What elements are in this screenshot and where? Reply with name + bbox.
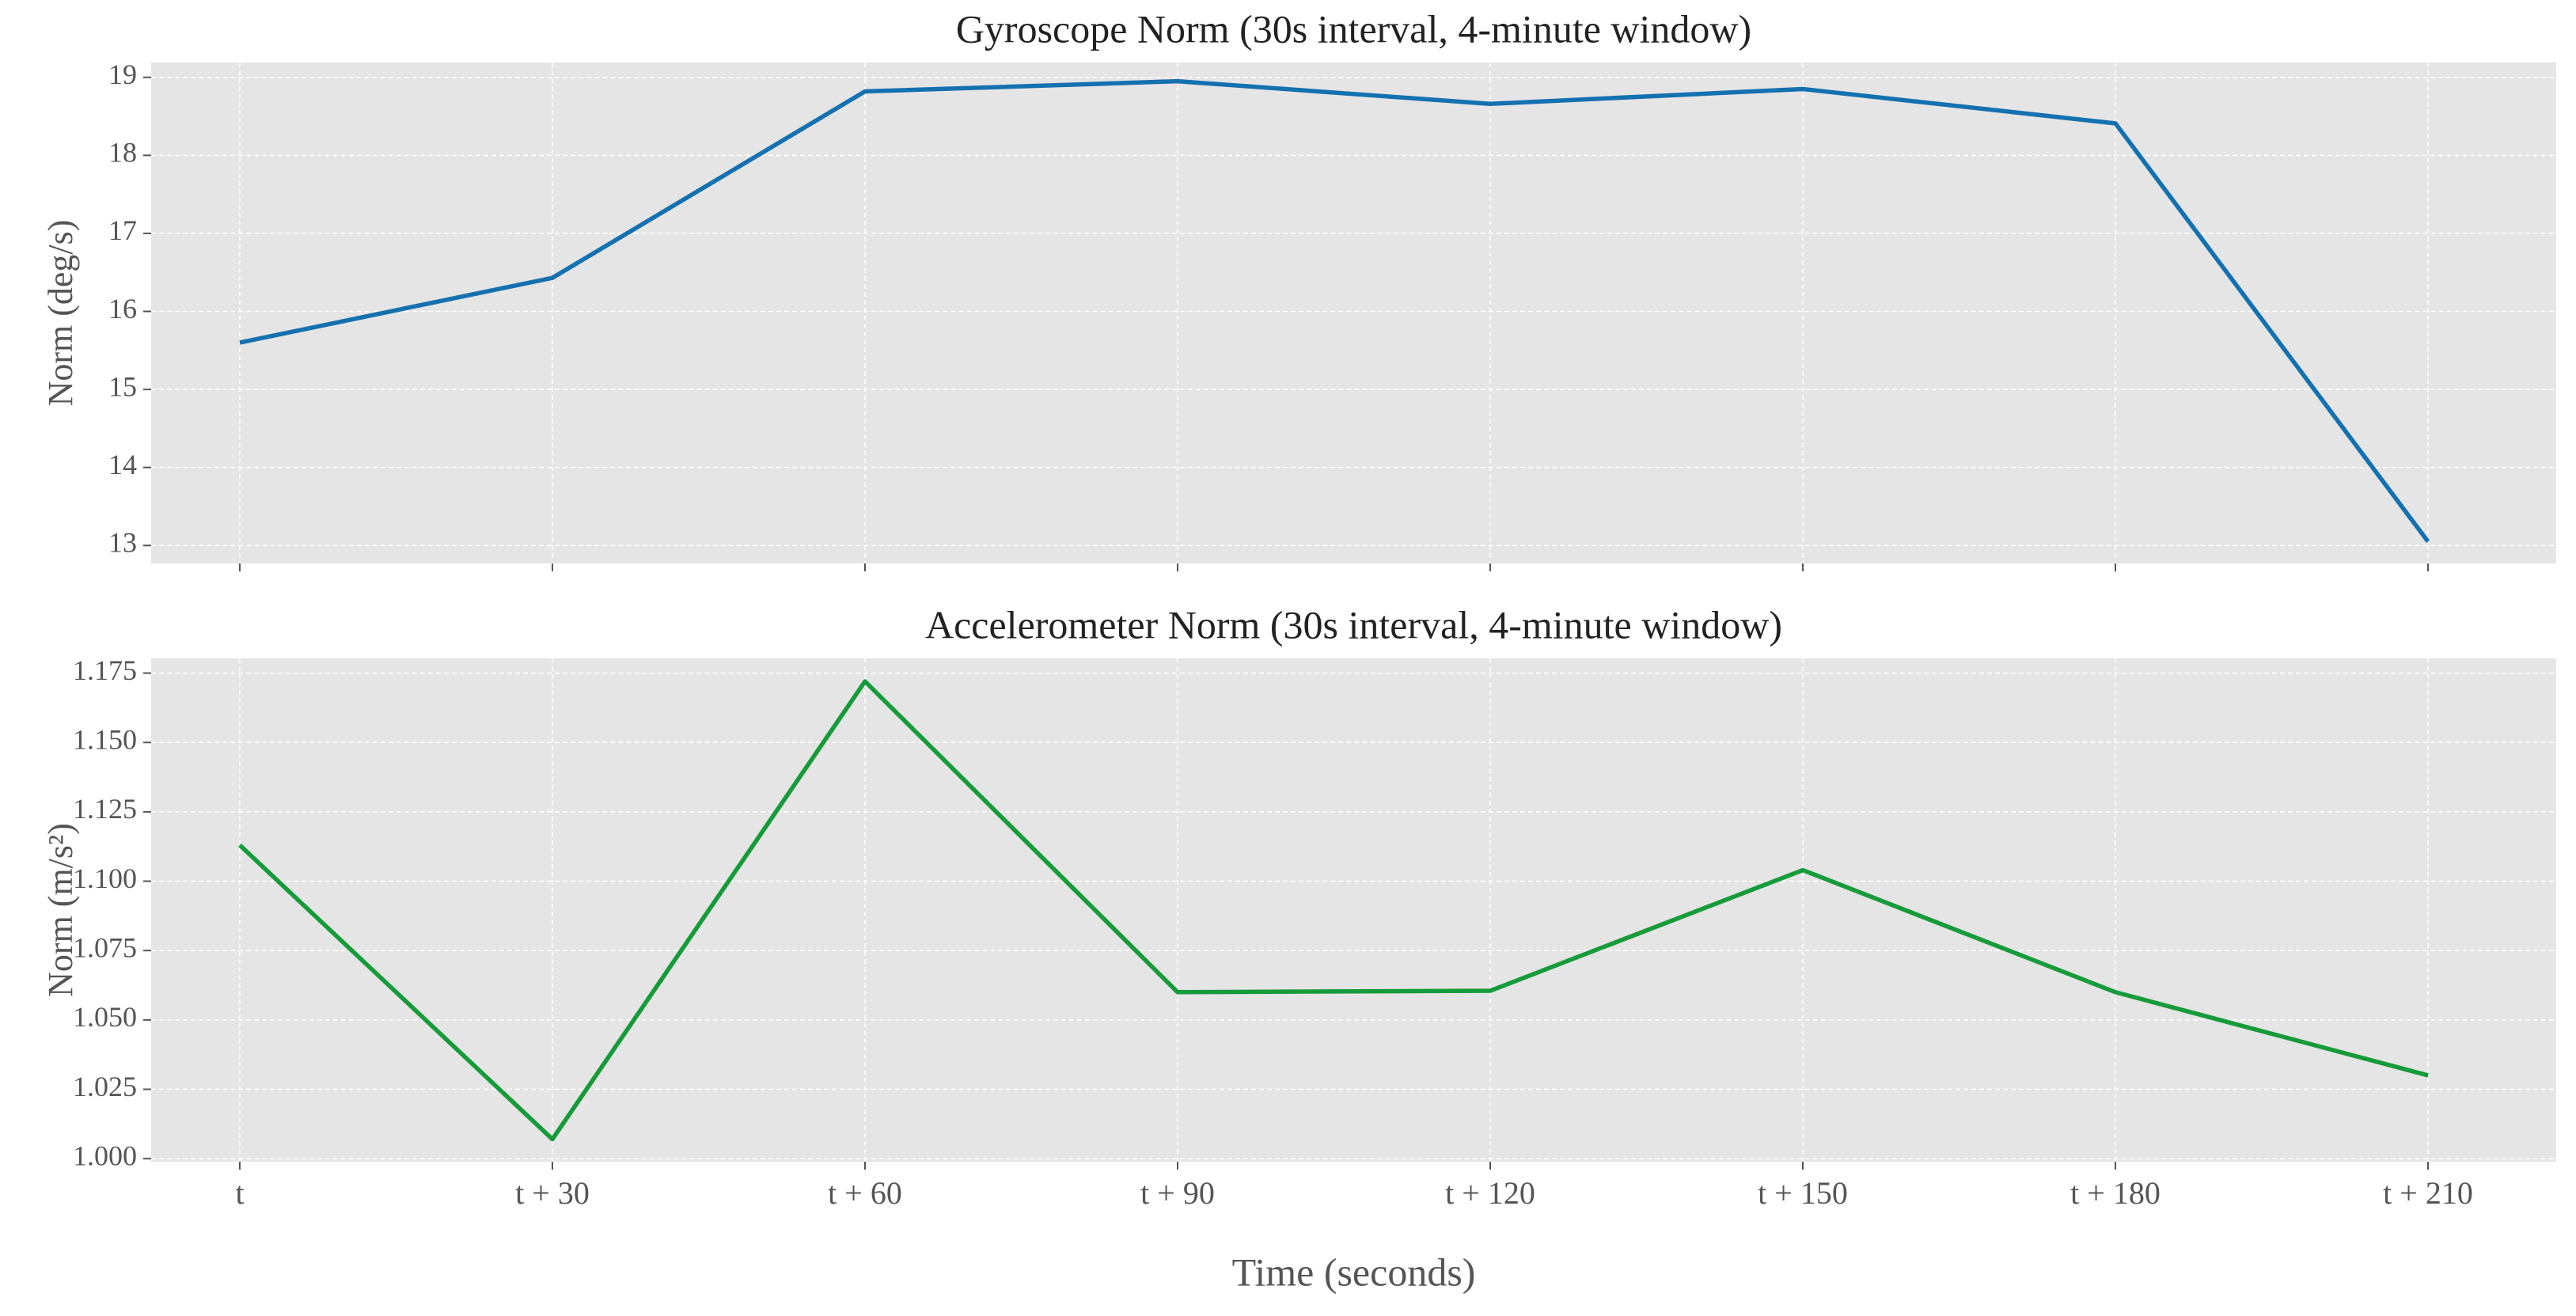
y-tick-label: 15 [108,370,137,402]
y-tick-label: 16 [108,293,137,324]
x-tick-label: t [235,1175,244,1211]
y-tick-label: 17 [108,214,137,246]
y-tick-label: 1.175 [73,654,137,686]
y-tick-label: 18 [108,137,137,169]
plot-background [151,63,2556,563]
y-tick-label: 1.150 [73,723,137,755]
plot-background [151,658,2556,1162]
y-axis-label: Norm (m/s²) [41,823,80,997]
x-tick-label: t + 210 [2383,1175,2473,1211]
data-line [239,78,2430,544]
y-tick-label: 1.075 [73,931,137,963]
y-tick-label: 14 [108,449,137,480]
x-tick-label: t + 60 [828,1175,902,1211]
y-tick-label: 1.000 [73,1140,137,1171]
x-tick-label: t + 180 [2070,1175,2161,1211]
x-tick-label: t + 120 [1445,1175,1535,1211]
x-tick-label: t + 30 [515,1175,590,1211]
chart-title: Accelerometer Norm (30s interval, 4-minu… [925,602,1782,647]
y-tick-label: 1.050 [73,1001,137,1033]
data-line [238,679,2429,1142]
chart-title: Gyroscope Norm (30s interval, 4-minute w… [956,6,1751,51]
y-tick-label: 1.100 [73,863,137,894]
x-tick-label: t + 90 [1140,1175,1215,1211]
x-axis-label: Time (seconds) [1232,1250,1476,1294]
y-tick-label: 13 [108,527,137,559]
y-axis-label: Norm (deg/s) [41,220,80,407]
y-tick-label: 1.125 [73,793,137,825]
y-tick-label: 1.025 [73,1071,137,1102]
y-tick-label: 19 [108,59,137,90]
x-tick-label: t + 150 [1758,1175,1848,1211]
